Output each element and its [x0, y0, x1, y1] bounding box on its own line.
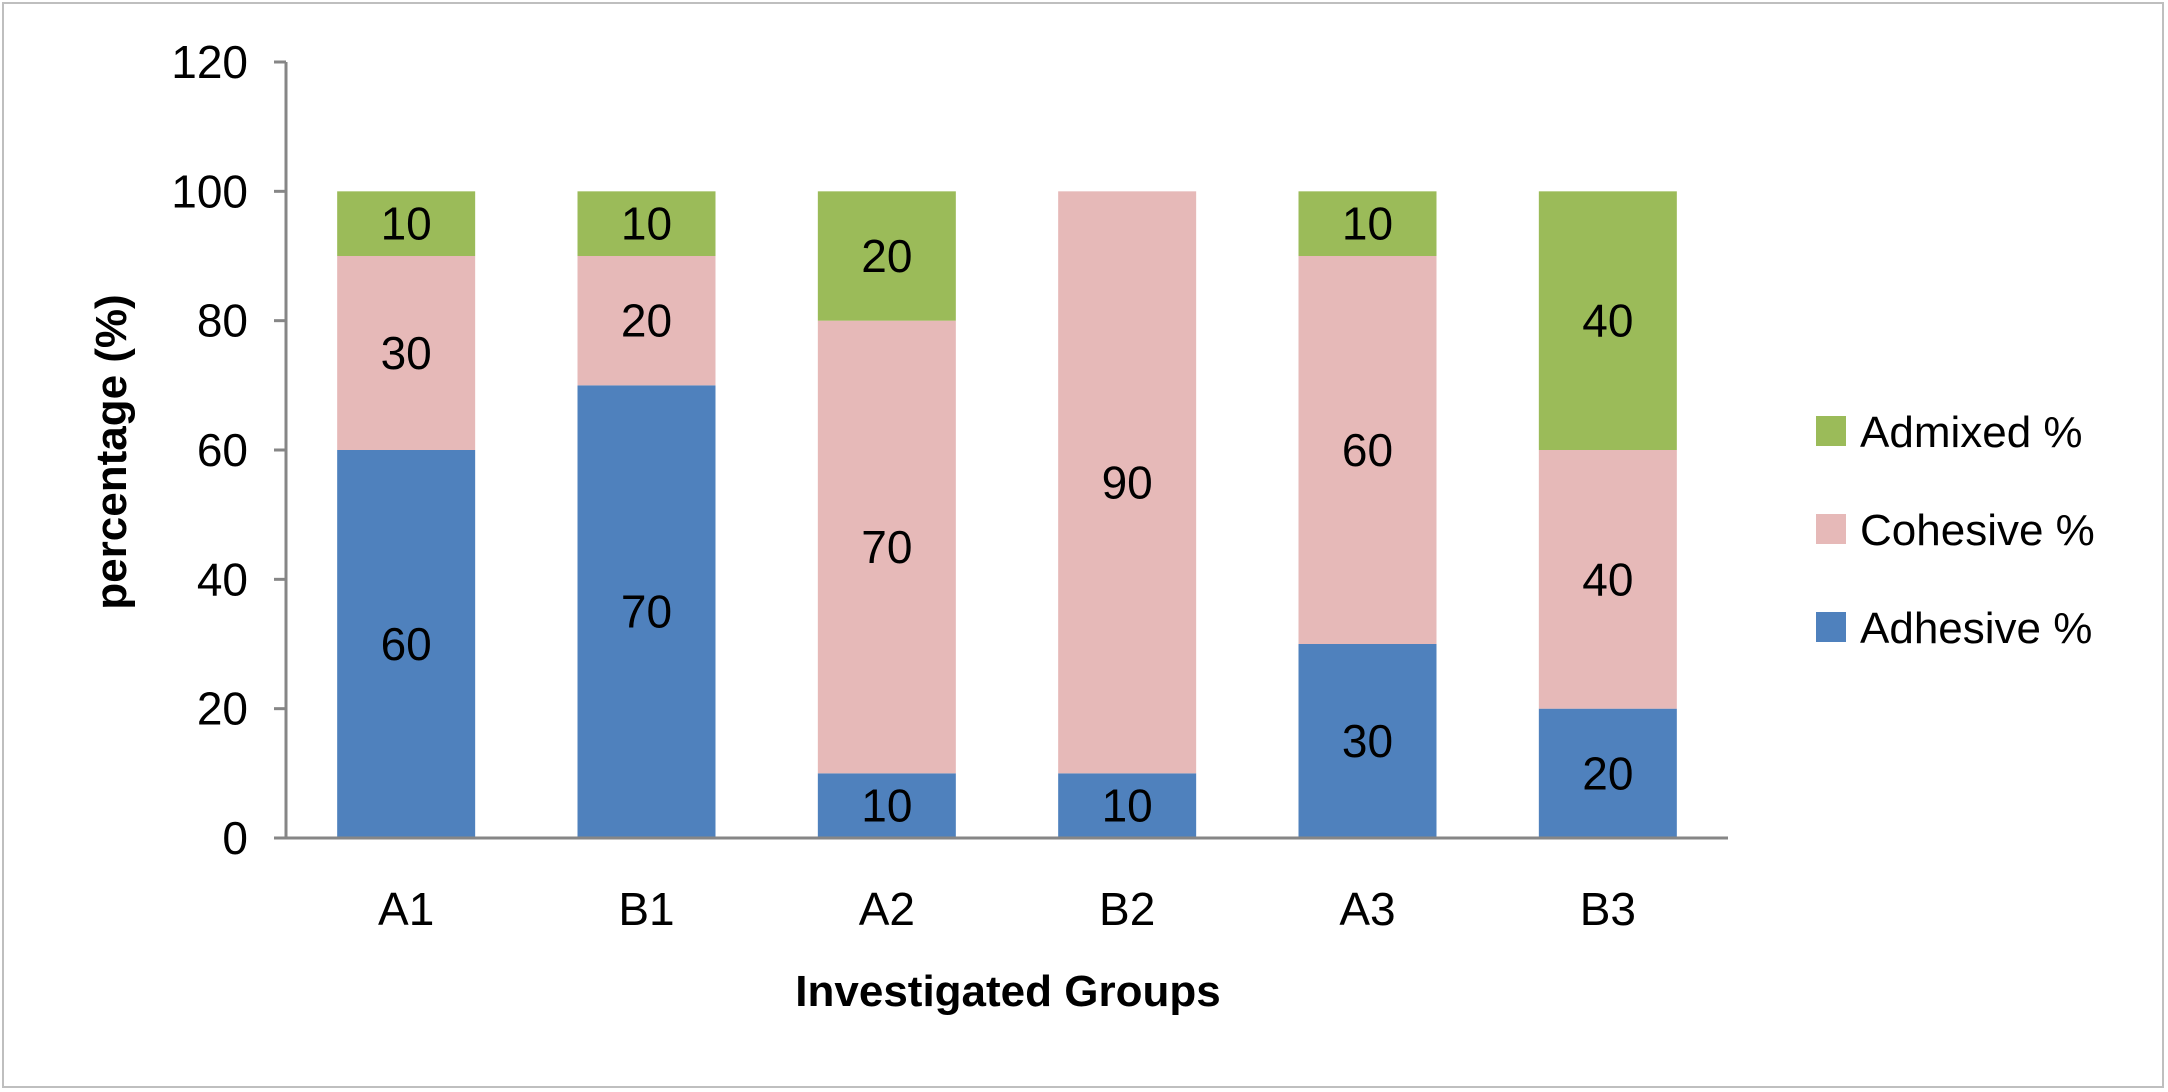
bar-adhesive-b3	[1538, 708, 1677, 838]
data-label-adhesive-a3: 30	[1342, 715, 1393, 767]
data-label-cohesive-b2: 90	[1102, 456, 1153, 508]
data-label-adhesive-b1: 70	[621, 586, 672, 638]
bar-cohesive-b3	[1538, 450, 1677, 709]
legend-swatch-adhesive	[1816, 612, 1846, 642]
data-label-admixed-a2: 20	[861, 230, 912, 282]
data-label-admixed-a3: 10	[1342, 198, 1393, 250]
bar-admixed-a3	[1298, 191, 1437, 256]
data-label-adhesive-b2: 10	[1102, 780, 1153, 832]
bar-admixed-a2	[817, 191, 956, 321]
data-label-cohesive-a1: 30	[381, 327, 432, 379]
y-tick-label: 20	[197, 683, 248, 735]
x-axis-title: Investigated Groups	[795, 967, 1220, 1016]
data-label-admixed-b3: 40	[1582, 295, 1633, 347]
data-label-admixed-b1: 10	[621, 198, 672, 250]
bar-cohesive-a1	[337, 256, 476, 450]
legend-swatch-admixed	[1816, 416, 1846, 446]
x-tick-label-b3: B3	[1580, 883, 1636, 935]
bar-adhesive-b1	[577, 385, 716, 838]
y-tick-label: 80	[197, 295, 248, 347]
data-label-adhesive-a1: 60	[381, 618, 432, 670]
bar-cohesive-b1	[577, 256, 716, 386]
legend-swatch-cohesive	[1816, 514, 1846, 544]
plot-area: 60 30 10 70 20 10 10 70 20 10 90 30 60 10 20 40 40	[337, 191, 1677, 838]
data-label-cohesive-b3: 40	[1582, 553, 1633, 605]
bar-adhesive-a3	[1298, 644, 1437, 838]
bar-cohesive-b2	[1058, 191, 1197, 774]
data-label-adhesive-b3: 20	[1582, 747, 1633, 799]
data-label-admixed-a1: 10	[381, 198, 432, 250]
bar-cohesive-a3	[1298, 256, 1437, 644]
legend-label-cohesive: Cohesive %	[1860, 506, 2095, 555]
x-tick-label-b1: B1	[618, 883, 674, 935]
x-tick-label-a1: A1	[378, 883, 434, 935]
data-label-cohesive-b1: 20	[621, 295, 672, 347]
y-axis: 0 20 40 60 80 100 120	[171, 36, 288, 864]
y-tick-label: 100	[171, 165, 248, 217]
bar-adhesive-a2	[817, 773, 956, 838]
y-axis-title: percentage (%)	[87, 294, 136, 609]
bar-admixed-a1	[337, 191, 476, 256]
bar-admixed-b1	[577, 191, 716, 256]
x-tick-label-a2: A2	[859, 883, 915, 935]
bar-cohesive-a2	[817, 320, 956, 774]
x-axis: A1 B1 A2 B2 A3 B3	[274, 836, 1728, 935]
x-tick-label-b2: B2	[1099, 883, 1155, 935]
bar-adhesive-b2	[1058, 773, 1197, 838]
legend-label-admixed: Admixed %	[1860, 408, 2083, 457]
bar-adhesive-a1	[337, 450, 476, 838]
bar-admixed-b3	[1538, 191, 1677, 451]
data-label-cohesive-a3: 60	[1342, 424, 1393, 476]
legend-label-adhesive: Adhesive %	[1860, 604, 2092, 653]
legend: Admixed % Cohesive % Adhesive %	[1816, 408, 2095, 653]
y-tick-label: 40	[197, 553, 248, 605]
y-tick-label: 0	[222, 812, 248, 864]
y-tick-label: 120	[171, 36, 248, 88]
data-label-adhesive-a2: 10	[861, 780, 912, 832]
y-tick-label: 60	[197, 424, 248, 476]
x-tick-label-a3: A3	[1339, 883, 1395, 935]
data-label-cohesive-a2: 70	[861, 521, 912, 573]
